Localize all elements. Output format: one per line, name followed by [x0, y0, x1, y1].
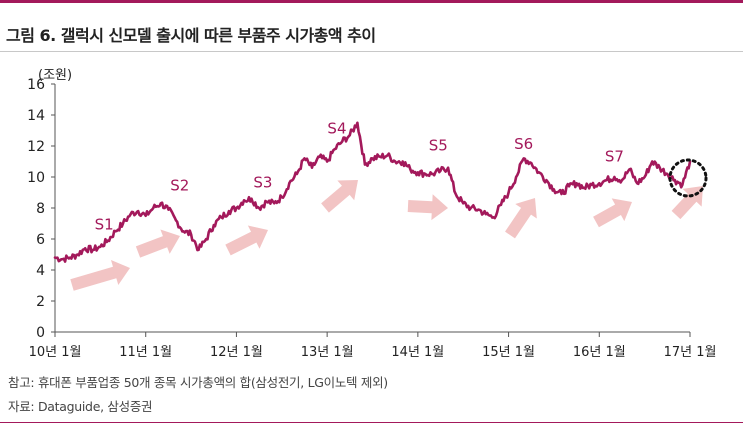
- trend-arrow: [407, 194, 449, 221]
- trend-arrow-shape: [225, 225, 269, 256]
- annotation-s3: S3: [253, 174, 272, 192]
- y-tick-label: 4: [36, 263, 45, 279]
- axes-layer: 0 2 4 6 8 10 12 14 16 10년 1월 11년 1월 12년 1월 13년 1월 14년…: [27, 77, 716, 360]
- series-layer: [53, 121, 692, 263]
- trend-arrow: [70, 260, 131, 291]
- chart-source: 자료: Dataguide, 삼성증권: [8, 399, 153, 414]
- y-tick-label: 10: [27, 170, 45, 186]
- x-tick-label: 13년 1월: [301, 345, 354, 360]
- trend-arrow-shape: [505, 198, 537, 239]
- y-tick-label: 0: [36, 325, 45, 341]
- trend-arrow-shape: [70, 260, 131, 291]
- x-tick-label: 15년 1월: [482, 345, 535, 360]
- trend-arrow-shape: [135, 229, 180, 258]
- annotation-s1: S1: [95, 215, 114, 233]
- y-tick-label: 16: [27, 77, 45, 93]
- trend-arrow: [135, 229, 180, 258]
- highlight-circle: [668, 158, 708, 198]
- x-tick-label: 12년 1월: [210, 345, 263, 360]
- annotation-s7: S7: [605, 147, 624, 165]
- x-tick-label: 11년 1월: [119, 345, 172, 360]
- trend-arrow-shape: [321, 179, 359, 213]
- bottom-divider: [0, 422, 743, 423]
- chart-title: 그림 6. 갤럭시 신모델 출시에 따른 부품주 시가총액 추이: [6, 26, 376, 45]
- arrows-layer: [70, 179, 703, 291]
- trend-arrow-shape: [593, 198, 632, 228]
- trend-arrow: [505, 198, 537, 239]
- annotation-s6: S6: [514, 135, 533, 153]
- x-tick-label: 16년 1월: [573, 345, 626, 360]
- trend-arrow: [593, 198, 632, 228]
- annotation-layer: S1 S2 S3 S4 S5 S6 S7: [95, 119, 708, 233]
- chart-note: 참고: 휴대폰 부품업종 50개 종목 시가총액의 합(삼성전기, LG이노텍 …: [8, 375, 388, 390]
- trend-arrow: [225, 225, 269, 256]
- annotation-s5: S5: [429, 136, 448, 154]
- x-tick-label: 14년 1월: [391, 345, 444, 360]
- y-tick-label: 2: [36, 294, 45, 310]
- y-axis-label: (조원): [38, 68, 73, 83]
- series-line: [53, 121, 692, 263]
- y-tick-label: 14: [27, 108, 45, 124]
- top-accent-bar: [0, 0, 743, 3]
- x-tick-label: 17년 1월: [664, 345, 717, 360]
- annotation-s2: S2: [170, 177, 189, 195]
- y-tick-label: 8: [36, 201, 45, 217]
- trend-arrow-shape: [407, 194, 449, 221]
- title-divider: [0, 51, 743, 52]
- annotation-s4: S4: [327, 119, 346, 137]
- trend-arrow: [321, 179, 359, 213]
- y-tick-label: 12: [27, 139, 45, 155]
- x-tick-label: 10년 1월: [29, 345, 82, 360]
- y-tick-label: 6: [36, 232, 45, 248]
